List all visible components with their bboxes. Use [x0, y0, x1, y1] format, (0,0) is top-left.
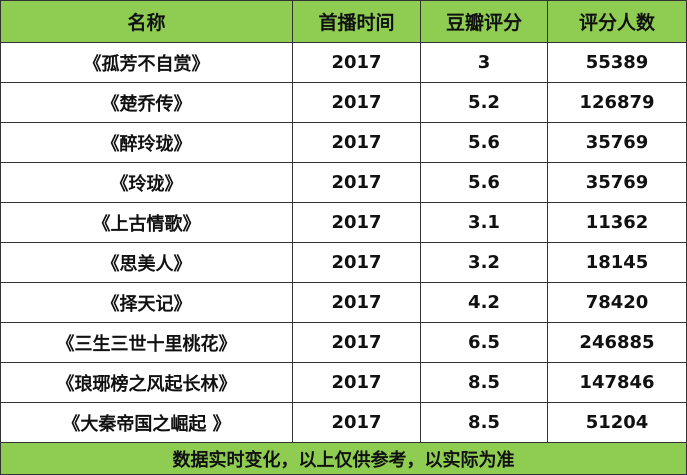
table-cell: 8.5 [421, 403, 548, 442]
table-cell: 3.2 [421, 243, 548, 282]
table-row: 《琅琊榜之风起长林》 2017 8.5 147846 [1, 363, 686, 403]
table-cell: 51204 [585, 412, 649, 433]
table-cell: 2017 [293, 283, 421, 322]
table-row: 《择天记》 2017 4.2 78420 [1, 283, 686, 323]
table-cell: 《玲珑》 [1, 163, 293, 202]
table-cell: 126879 [579, 92, 655, 113]
table-cell: 2017 [293, 163, 421, 202]
header-row: 名称 首播时间 豆瓣评分 评分人数 [1, 1, 686, 43]
table-cell: 8.5 [421, 363, 548, 402]
table-cell: 《孤芳不自赏》 [1, 43, 293, 82]
table-cell: 2017 [293, 363, 421, 402]
header-cell: 名称 [1, 1, 293, 42]
table-row: 《大秦帝国之崛起 》 2017 8.5 51204 [1, 403, 686, 443]
table-cell: 35769 [585, 172, 649, 193]
table-cell: 6.5 [421, 323, 548, 362]
table-cell: 《三生三世十里桃花》 [1, 323, 293, 362]
table-cell: 2017 [293, 83, 421, 122]
table-cell: 《大秦帝国之崛起 》 [1, 403, 293, 442]
table-cell: 55389 [585, 52, 649, 73]
table-cell: 147846 [579, 372, 655, 393]
table-cell: 3.1 [421, 203, 548, 242]
table-cell: 5.6 [421, 163, 548, 202]
table-cell: 5.6 [421, 123, 548, 162]
table-cell: 4.2 [421, 283, 548, 322]
table-cell: 2017 [293, 243, 421, 282]
header-cell: 评分人数 [578, 12, 655, 34]
table-cell: 《上古情歌》 [1, 203, 293, 242]
table-cell: 2017 [293, 43, 421, 82]
table-cell: 2017 [293, 323, 421, 362]
table-row: 《思美人》 2017 3.2 18145 [1, 243, 686, 283]
table-row: 《玲珑》 2017 5.6 35769 [1, 163, 686, 203]
table-footer: 数据实时变化，以上仅供参考，以实际为准 [1, 443, 686, 474]
table-cell: 《醉玲珑》 [1, 123, 293, 162]
table-cell: 2017 [293, 123, 421, 162]
table-cell: 2017 [293, 403, 421, 442]
table-cell: 246885 [579, 332, 655, 353]
table-row: 《楚乔传》 2017 5.2 126879 [1, 83, 686, 123]
table-cell: 3 [421, 43, 548, 82]
table-cell: 《楚乔传》 [1, 83, 293, 122]
table-cell: 78420 [585, 292, 649, 313]
table-row: 《醉玲珑》 2017 5.6 35769 [1, 123, 686, 163]
table-cell: 18145 [585, 252, 649, 273]
header-cell: 首播时间 [293, 1, 421, 42]
table-cell: 35769 [585, 132, 649, 153]
table-row: 《上古情歌》 2017 3.1 11362 [1, 203, 686, 243]
table-cell: 《择天记》 [1, 283, 293, 322]
table-row: 《孤芳不自赏》 2017 3 55389 [1, 43, 686, 83]
header-cell: 豆瓣评分 [421, 1, 548, 42]
table-cell: 《琅琊榜之风起长林》 [1, 363, 293, 402]
table-row: 《三生三世十里桃花》 2017 6.5 246885 [1, 323, 686, 363]
table-cell: 5.2 [421, 83, 548, 122]
table-cell: 11362 [585, 212, 649, 233]
table-cell: 2017 [293, 203, 421, 242]
table-cell: 《思美人》 [1, 243, 293, 282]
